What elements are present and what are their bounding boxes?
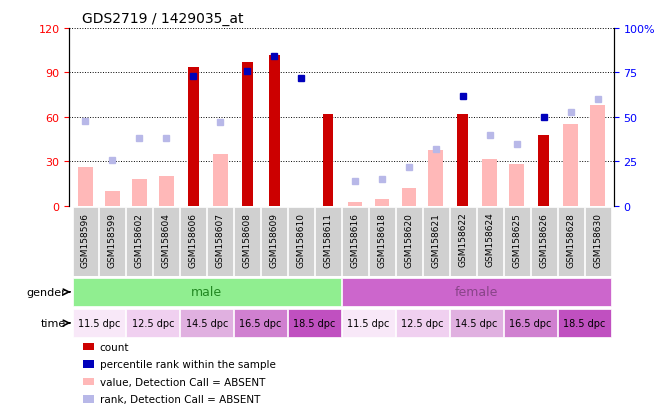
FancyBboxPatch shape [477,207,503,276]
FancyBboxPatch shape [100,207,125,276]
Bar [428,150,444,206]
FancyBboxPatch shape [585,207,610,276]
FancyBboxPatch shape [315,207,341,276]
FancyBboxPatch shape [450,309,503,337]
Text: value, Detection Call = ABSENT: value, Detection Call = ABSENT [100,377,265,387]
Text: GSM158608: GSM158608 [243,212,251,267]
Text: GSM158624: GSM158624 [485,212,494,267]
Bar [375,199,389,206]
FancyBboxPatch shape [180,309,233,337]
Text: 14.5 dpc: 14.5 dpc [455,318,498,328]
Text: GSM158620: GSM158620 [405,212,413,267]
Bar [590,106,605,206]
Bar [78,168,93,206]
Text: GSM158596: GSM158596 [81,212,90,267]
Bar [401,189,416,206]
FancyBboxPatch shape [127,207,152,276]
Text: GSM158611: GSM158611 [323,212,333,267]
Text: 18.5 dpc: 18.5 dpc [563,318,605,328]
Text: rank, Detection Call = ABSENT: rank, Detection Call = ABSENT [100,394,260,404]
Text: GSM158622: GSM158622 [458,212,467,267]
Bar [269,56,280,206]
FancyBboxPatch shape [207,207,233,276]
Bar [563,125,578,206]
FancyBboxPatch shape [288,309,341,337]
Text: GSM158616: GSM158616 [350,212,360,267]
Text: 11.5 dpc: 11.5 dpc [78,318,120,328]
Bar [510,165,524,206]
FancyBboxPatch shape [153,207,180,276]
Text: female: female [455,286,498,299]
FancyBboxPatch shape [504,309,556,337]
FancyBboxPatch shape [423,207,449,276]
Bar [188,67,199,206]
FancyBboxPatch shape [558,309,610,337]
FancyBboxPatch shape [234,207,260,276]
FancyBboxPatch shape [180,207,206,276]
FancyBboxPatch shape [288,207,314,276]
Text: GSM158618: GSM158618 [378,212,387,267]
Text: GSM158609: GSM158609 [270,212,279,267]
Text: time: time [41,318,66,328]
Bar [539,135,549,206]
Bar [242,63,253,206]
Bar [323,115,333,206]
Bar [348,202,362,206]
FancyBboxPatch shape [531,207,556,276]
Bar [159,177,174,206]
FancyBboxPatch shape [342,309,395,337]
Bar [482,159,497,206]
FancyBboxPatch shape [127,309,180,337]
Text: GDS2719 / 1429035_at: GDS2719 / 1429035_at [82,12,244,26]
Text: 18.5 dpc: 18.5 dpc [294,318,336,328]
Text: gender: gender [26,287,66,297]
Text: GSM158607: GSM158607 [216,212,225,267]
Bar [105,192,120,206]
FancyBboxPatch shape [369,207,395,276]
FancyBboxPatch shape [450,207,476,276]
FancyBboxPatch shape [73,309,125,337]
Text: 12.5 dpc: 12.5 dpc [401,318,444,328]
Text: percentile rank within the sample: percentile rank within the sample [100,359,275,369]
Bar [213,155,228,206]
Text: count: count [100,342,129,352]
Text: GSM158599: GSM158599 [108,212,117,267]
Bar [457,115,468,206]
Text: GSM158625: GSM158625 [512,212,521,267]
Text: male: male [191,286,222,299]
FancyBboxPatch shape [558,207,583,276]
FancyBboxPatch shape [234,309,287,337]
Text: GSM158604: GSM158604 [162,212,171,267]
Text: GSM158621: GSM158621 [432,212,440,267]
Text: 14.5 dpc: 14.5 dpc [185,318,228,328]
Text: GSM158610: GSM158610 [296,212,306,267]
Text: 11.5 dpc: 11.5 dpc [347,318,389,328]
Text: 16.5 dpc: 16.5 dpc [240,318,282,328]
FancyBboxPatch shape [342,278,610,306]
Text: GSM158606: GSM158606 [189,212,198,267]
FancyBboxPatch shape [396,207,422,276]
Text: GSM158626: GSM158626 [539,212,548,267]
FancyBboxPatch shape [261,207,287,276]
Bar [132,180,147,206]
Text: GSM158602: GSM158602 [135,212,144,267]
FancyBboxPatch shape [504,207,530,276]
FancyBboxPatch shape [73,278,341,306]
Text: GSM158628: GSM158628 [566,212,575,267]
FancyBboxPatch shape [73,207,98,276]
FancyBboxPatch shape [342,207,368,276]
FancyBboxPatch shape [396,309,449,337]
Text: GSM158630: GSM158630 [593,212,602,267]
Text: 12.5 dpc: 12.5 dpc [131,318,174,328]
Text: 16.5 dpc: 16.5 dpc [509,318,551,328]
